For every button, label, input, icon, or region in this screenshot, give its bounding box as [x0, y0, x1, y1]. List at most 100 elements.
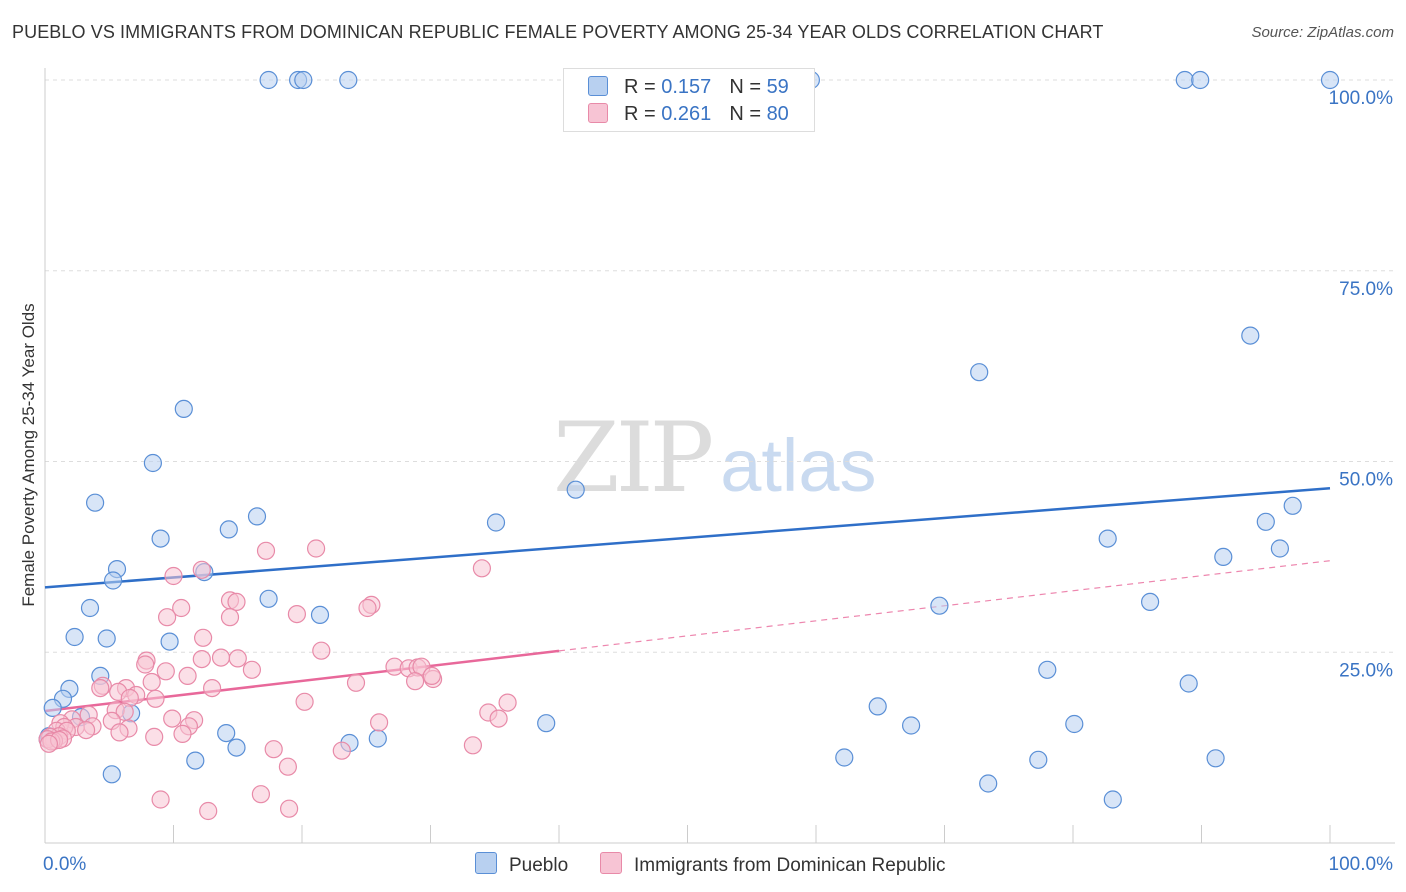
pueblo-point-29 — [80, 598, 100, 618]
dominican-point-8 — [172, 598, 191, 618]
legend-pueblo-label: Pueblo — [509, 855, 569, 876]
y-tick-label-75: 75.0% — [1339, 279, 1393, 300]
dominican-point-70 — [264, 740, 283, 759]
dominican-point-39 — [295, 692, 314, 711]
dominican-r-value: 0.261 — [661, 103, 712, 125]
pueblo-point-31 — [65, 627, 84, 647]
series-legend: Pueblo Immigrants from Dominican Republi… — [0, 852, 1406, 878]
x-tick-label-max: 100.0% — [1329, 854, 1394, 875]
pueblo-point-51 — [102, 765, 121, 784]
tick-labels: 25.0% 50.0% 75.0% 100.0% 0.0% 100.0% — [43, 88, 1393, 875]
dominican-n-value: 80 — [766, 103, 789, 125]
dominican-point-29 — [346, 673, 366, 692]
pueblo-point-8 — [1241, 326, 1260, 345]
pueblo-point-30 — [310, 605, 330, 625]
legend-item-dominican[interactable]: Immigrants from Dominican Republic — [600, 852, 946, 877]
dominican-point-76 — [280, 799, 299, 818]
pueblo-point-18 — [219, 520, 238, 539]
pueblo-point-21 — [1270, 539, 1290, 558]
dominican-point-74 — [151, 790, 170, 809]
pueblo-point-36 — [1179, 674, 1198, 693]
dominican-point-18 — [228, 649, 247, 668]
pueblo-point-50 — [227, 738, 246, 757]
dominican-point-14 — [312, 641, 331, 660]
dominican-point-78 — [422, 666, 441, 686]
pueblo-point-40 — [868, 697, 887, 716]
source-credit: Source: ZipAtlas.com — [1251, 24, 1394, 41]
dominican-point-0 — [256, 541, 276, 560]
dominican-point-7 — [227, 592, 246, 612]
legend-item-pueblo[interactable]: Pueblo — [475, 852, 568, 877]
legend-row-pueblo: R = 0.157 N = 59 — [588, 76, 789, 100]
pueblo-point-7 — [1320, 70, 1340, 90]
pueblo-point-28 — [930, 596, 949, 615]
pueblo-point-9 — [970, 363, 989, 382]
dominican-point-79 — [39, 734, 59, 753]
dominican-point-26 — [178, 666, 197, 686]
pueblo-r-value: 0.157 — [661, 76, 712, 98]
pueblo-point-16 — [486, 513, 506, 532]
dominican-point-4 — [164, 566, 183, 586]
pueblo-point-39 — [43, 698, 62, 718]
pueblo-swatch — [588, 76, 608, 96]
pueblo-point-46 — [217, 723, 236, 743]
pueblo-point-26 — [259, 589, 278, 608]
dominican-point-2 — [472, 559, 491, 578]
axes — [44, 68, 1395, 844]
pueblo-point-34 — [1038, 660, 1057, 679]
pueblo-r-label: R = — [624, 76, 662, 98]
legend-row-dominican: R = 0.261 N = 80 — [588, 103, 789, 127]
pueblo-point-27 — [1140, 592, 1160, 612]
dominican-point-48 — [370, 713, 389, 732]
grid-lines — [45, 79, 1395, 653]
dominican-point-12 — [220, 608, 240, 627]
pueblo-point-19 — [151, 529, 170, 548]
pueblo-point-2 — [294, 70, 313, 90]
pueblo-point-15 — [247, 507, 267, 526]
y-tick-label-25: 25.0% — [1339, 660, 1393, 681]
pueblo-point-57 — [1103, 790, 1122, 809]
dominican-point-16 — [192, 649, 211, 669]
pueblo-point-54 — [1029, 750, 1048, 769]
dominican-point-9 — [358, 598, 377, 618]
pueblo-point-22 — [1214, 547, 1233, 567]
pueblo-point-0 — [259, 70, 278, 90]
correlation-legend: R = 0.157 N = 59 R = 0.261 N = 80 — [563, 68, 815, 132]
pueblo-point-52 — [835, 748, 854, 767]
pueblo-point-14 — [1283, 496, 1302, 515]
dominican-point-61 — [173, 724, 192, 744]
data-points — [38, 70, 1340, 821]
dominican-point-30 — [142, 672, 161, 692]
pueblo-point-6 — [1191, 70, 1210, 90]
dominican-r-label: R = — [624, 103, 662, 125]
pueblo-trend-line — [44, 486, 1331, 589]
pueblo-point-10 — [174, 399, 193, 418]
y-tick-label-50: 50.0% — [1339, 470, 1393, 491]
dominican-point-24 — [242, 660, 261, 679]
dominican-point-75 — [251, 785, 270, 804]
y-axis-label: Female Poverty Among 25-34 Year Olds — [19, 303, 38, 607]
pueblo-point-32 — [97, 629, 116, 648]
pueblo-point-5 — [1175, 70, 1194, 90]
pueblo-point-44 — [901, 716, 921, 735]
pueblo-point-11 — [143, 453, 162, 473]
dominican-swatch — [588, 103, 608, 123]
pueblo-n-label: N = — [729, 76, 767, 98]
y-tick-label-100: 100.0% — [1329, 88, 1394, 109]
dominican-point-40 — [498, 693, 517, 712]
pueblo-point-56 — [979, 774, 998, 793]
pueblo-point-33 — [160, 632, 179, 651]
legend-pueblo-swatch — [475, 852, 497, 874]
dominican-point-1 — [307, 539, 326, 558]
pueblo-point-55 — [1206, 749, 1225, 768]
pueblo-point-13 — [85, 493, 105, 512]
legend-dominican-label: Immigrants from Dominican Republic — [634, 855, 946, 876]
pueblo-point-25 — [103, 571, 123, 590]
dominican-point-46 — [163, 709, 182, 728]
dominican-point-34 — [203, 678, 222, 698]
dominican-point-58 — [489, 709, 508, 728]
pueblo-point-17 — [1256, 512, 1275, 531]
dominican-point-71 — [332, 741, 351, 760]
dominican-point-11 — [158, 608, 177, 627]
